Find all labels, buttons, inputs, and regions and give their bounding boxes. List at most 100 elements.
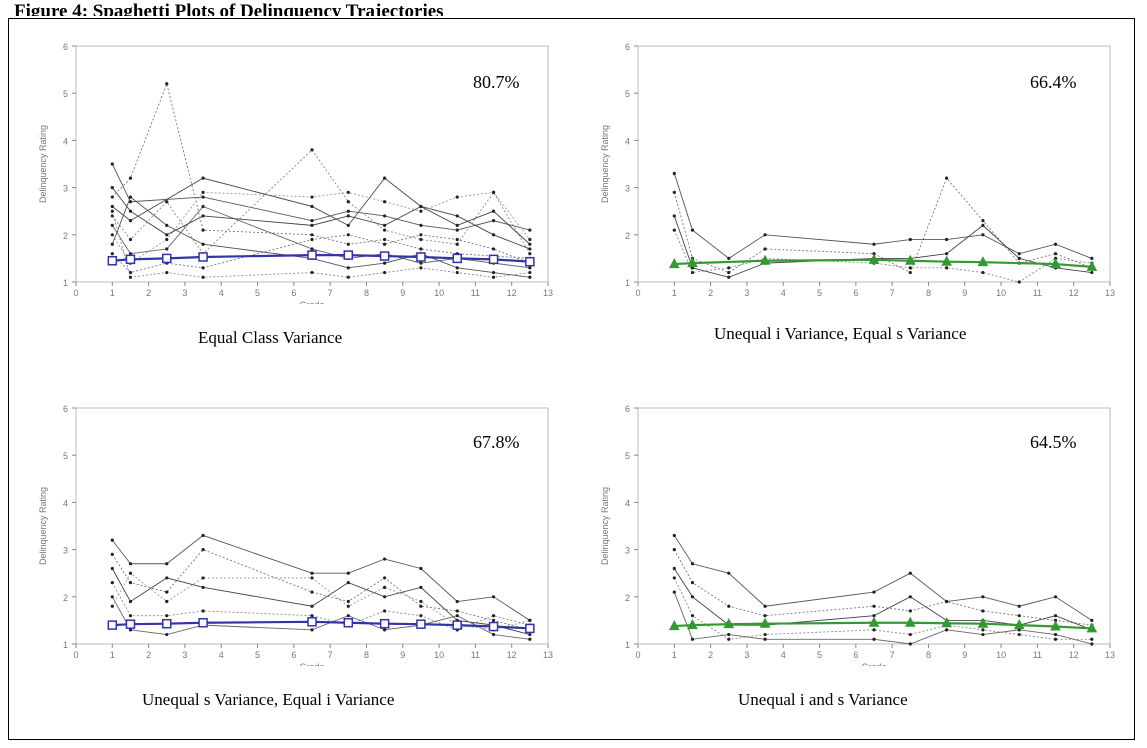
- plot-area: [75, 407, 549, 645]
- trajectory-point: [1090, 642, 1094, 646]
- mean-point: [162, 253, 172, 264]
- trajectory-point: [491, 209, 496, 213]
- x-tick-label: 5: [255, 288, 260, 298]
- y-tick-label: 5: [63, 89, 68, 99]
- trajectory-point: [201, 576, 205, 580]
- trajectory-point: [727, 571, 731, 575]
- trajectory-point: [727, 266, 731, 270]
- trajectory-point: [690, 228, 695, 232]
- trajectory-point: [128, 275, 133, 279]
- chart-panel-2: 1 2 3 4 5 6 0 1 2 3 4 5 6 7 8 9 10 11 12 13 Delinquency Rati…: [590, 34, 1130, 364]
- chart-caption: Unequal s Variance, Equal i Variance: [142, 690, 395, 709]
- mean-point: [977, 617, 989, 628]
- x-tick-label: 6: [291, 650, 296, 660]
- trajectory-point: [491, 618, 496, 622]
- mean-point: [525, 623, 535, 634]
- trajectory-point: [165, 200, 169, 204]
- trajectory-point: [346, 599, 350, 604]
- trajectory-point: [346, 614, 350, 618]
- y-tick-label: 3: [625, 184, 630, 194]
- trajectory-point: [310, 233, 314, 237]
- x-tick-label: 9: [962, 288, 967, 298]
- trajectory-point: [128, 176, 133, 180]
- y-tick-label: 5: [63, 451, 68, 461]
- trajectory-line: [111, 187, 531, 245]
- plot-area: [637, 45, 1111, 283]
- trajectory-point: [128, 599, 133, 604]
- y-tick-label: 4: [63, 136, 68, 146]
- trajectory-point: [128, 562, 133, 566]
- trajectory-point: [763, 632, 767, 637]
- mean-point: [162, 618, 172, 629]
- plot-area: [637, 407, 1111, 645]
- trajectory-point: [419, 204, 423, 209]
- mean-point: [416, 619, 426, 629]
- mean-point: [125, 619, 136, 629]
- chart-caption: Unequal i Variance, Equal s Variance: [714, 324, 967, 343]
- x-tick-label: 12: [1069, 650, 1079, 660]
- trajectory-point: [491, 219, 496, 223]
- trajectory-point: [128, 219, 133, 223]
- y-tick-label: 6: [625, 404, 630, 414]
- trajectory-point: [110, 204, 114, 209]
- trajectory-point: [945, 266, 949, 270]
- trajectory-line: [673, 568, 1093, 631]
- trajectory-point: [908, 270, 912, 275]
- x-tick-label: 1: [110, 650, 115, 660]
- trajectory-point: [1053, 595, 1058, 599]
- x-tick-label: 0: [73, 650, 78, 660]
- mean-point: [904, 254, 916, 265]
- trajectory-point: [690, 581, 695, 585]
- trajectory-point: [690, 637, 695, 641]
- trajectory-point: [419, 247, 423, 251]
- trajectory-point: [981, 233, 985, 237]
- x-tick-label: 12: [507, 288, 517, 298]
- trajectory-point: [128, 571, 133, 575]
- chart-panel-4: 1 2 3 4 5 6 0 1 2 3 4 5 6 7 8 9 10 11 12 13 Delinquency Rati…: [590, 396, 1130, 726]
- trajectory-point: [128, 237, 133, 242]
- y-tick-label: 1: [63, 640, 68, 650]
- trajectory-point: [110, 242, 114, 246]
- mean-trajectory-line: [112, 620, 530, 630]
- x-tick-label: 6: [853, 650, 858, 660]
- trajectory-point: [110, 223, 114, 227]
- trajectory-point: [310, 590, 314, 594]
- x-tick-label: 10: [434, 650, 444, 660]
- trajectory-point: [1053, 637, 1058, 641]
- trajectory-point: [165, 247, 169, 251]
- trajectory-line: [111, 191, 531, 264]
- trajectory-point: [672, 590, 676, 594]
- trajectory-point: [981, 223, 985, 227]
- x-tick-label: 11: [1033, 650, 1042, 660]
- trajectory-point: [201, 585, 205, 589]
- trajectory-point: [419, 599, 423, 604]
- trajectory-point: [383, 609, 387, 613]
- x-tick-label: 4: [781, 288, 786, 298]
- x-tick-label: 9: [400, 650, 405, 660]
- trajectory-line: [111, 163, 530, 231]
- trajectory-point: [201, 609, 205, 613]
- trajectory-point: [128, 628, 133, 632]
- trajectory-point: [201, 204, 205, 209]
- trajectory-line: [112, 177, 531, 250]
- trajectory-point: [981, 628, 985, 632]
- trajectory-point: [110, 552, 114, 556]
- y-tick-label: 1: [625, 278, 630, 288]
- trajectory-point: [346, 571, 350, 575]
- trajectory-point: [491, 614, 496, 618]
- trajectory-point: [491, 233, 496, 237]
- mean-point: [977, 256, 989, 267]
- x-tick-label: 13: [1105, 650, 1115, 660]
- trajectory-line: [111, 572, 530, 631]
- x-tick-label: 10: [996, 650, 1006, 660]
- trajectory-point: [945, 252, 949, 256]
- trajectory-point: [1090, 270, 1094, 275]
- trajectory-point: [165, 562, 169, 566]
- trajectory-point: [310, 223, 314, 227]
- trajectory-line: [111, 211, 530, 278]
- trajectory-point: [981, 609, 985, 613]
- trajectory-point: [872, 637, 876, 641]
- trajectory-point: [727, 270, 731, 275]
- x-tick-label: 0: [73, 288, 78, 298]
- trajectory-point: [110, 604, 114, 608]
